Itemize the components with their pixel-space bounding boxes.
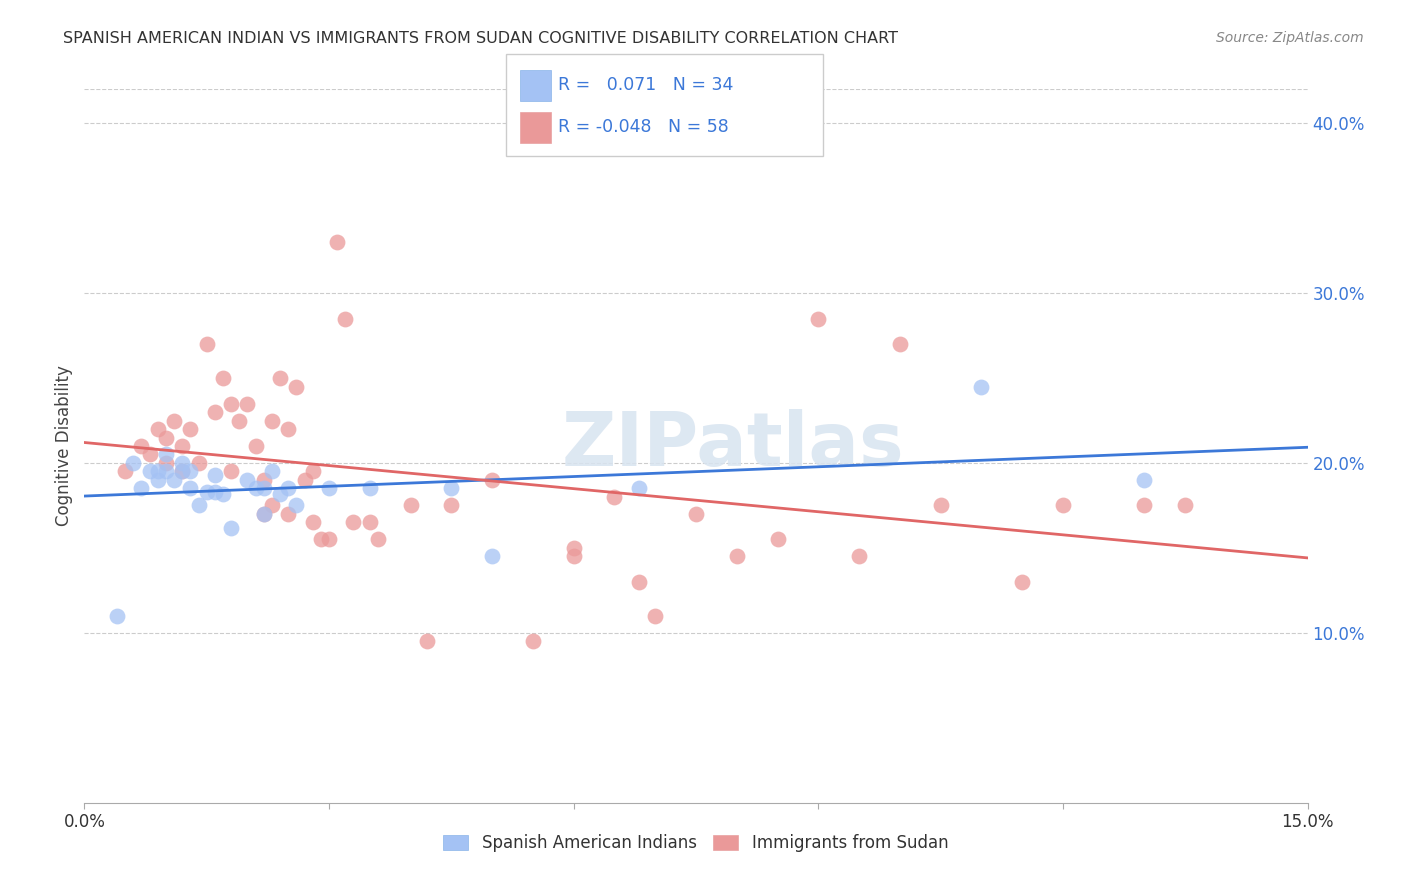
Point <box>929 499 952 513</box>
Point <box>204 467 226 482</box>
Point <box>146 473 169 487</box>
Point <box>236 396 259 410</box>
Point <box>970 379 993 393</box>
Point <box>245 482 267 496</box>
Point <box>644 608 666 623</box>
Point <box>399 499 422 513</box>
Point <box>131 482 153 496</box>
Point <box>309 533 332 547</box>
Point <box>219 465 242 479</box>
Point <box>253 507 276 521</box>
Text: R = -0.048   N = 58: R = -0.048 N = 58 <box>558 118 728 136</box>
Point <box>603 490 626 504</box>
Point <box>1174 499 1197 513</box>
Point <box>187 456 209 470</box>
Point <box>1052 499 1074 513</box>
Point <box>277 422 299 436</box>
Point <box>359 482 381 496</box>
Point <box>367 533 389 547</box>
Point <box>138 448 160 462</box>
Point <box>562 541 585 555</box>
Point <box>335 311 357 326</box>
Point <box>219 520 242 534</box>
Point <box>277 482 299 496</box>
Point <box>105 608 128 623</box>
Point <box>260 499 283 513</box>
Point <box>522 634 544 648</box>
Point <box>138 465 160 479</box>
Y-axis label: Cognitive Disability: Cognitive Disability <box>55 366 73 526</box>
Point <box>889 337 911 351</box>
Point <box>342 516 364 530</box>
Point <box>155 465 177 479</box>
Point <box>807 311 830 326</box>
Point <box>269 486 291 500</box>
Point <box>253 482 276 496</box>
Point <box>195 337 218 351</box>
Point <box>440 499 463 513</box>
Point <box>172 439 194 453</box>
Point <box>155 430 177 444</box>
Point <box>285 499 308 513</box>
Point <box>228 413 250 427</box>
Point <box>212 486 235 500</box>
Text: Source: ZipAtlas.com: Source: ZipAtlas.com <box>1216 31 1364 45</box>
Point <box>253 473 276 487</box>
Legend: Spanish American Indians, Immigrants from Sudan: Spanish American Indians, Immigrants fro… <box>437 828 955 859</box>
Point <box>301 465 323 479</box>
Point <box>172 456 194 470</box>
Point <box>245 439 267 453</box>
Point <box>481 473 503 487</box>
Point <box>172 465 194 479</box>
Point <box>269 371 291 385</box>
Point <box>725 549 748 564</box>
Point <box>260 465 283 479</box>
Point <box>848 549 870 564</box>
Point <box>440 482 463 496</box>
Point <box>114 465 136 479</box>
Point <box>294 473 316 487</box>
Point <box>172 465 194 479</box>
Point <box>1011 574 1033 589</box>
Point <box>236 473 259 487</box>
Point <box>122 456 145 470</box>
Point <box>179 465 201 479</box>
Point <box>627 482 650 496</box>
Point <box>155 456 177 470</box>
Point <box>212 371 235 385</box>
Point <box>187 499 209 513</box>
Point <box>766 533 789 547</box>
Point <box>1133 473 1156 487</box>
Point <box>204 484 226 499</box>
Point <box>685 507 707 521</box>
Point <box>318 482 340 496</box>
Point <box>146 422 169 436</box>
Point <box>285 379 308 393</box>
Point <box>253 507 276 521</box>
Text: ZIPatlas: ZIPatlas <box>561 409 904 483</box>
Point <box>481 549 503 564</box>
Point <box>260 413 283 427</box>
Point <box>562 549 585 564</box>
Point <box>301 516 323 530</box>
Point <box>416 634 439 648</box>
Point <box>163 413 186 427</box>
Point <box>627 574 650 589</box>
Point <box>318 533 340 547</box>
Point <box>179 482 201 496</box>
Point <box>155 448 177 462</box>
Point <box>163 473 186 487</box>
Point <box>326 235 349 249</box>
Point <box>131 439 153 453</box>
Text: SPANISH AMERICAN INDIAN VS IMMIGRANTS FROM SUDAN COGNITIVE DISABILITY CORRELATIO: SPANISH AMERICAN INDIAN VS IMMIGRANTS FR… <box>63 31 898 46</box>
Point <box>179 422 201 436</box>
Point <box>1133 499 1156 513</box>
Point <box>359 516 381 530</box>
Point <box>204 405 226 419</box>
Point <box>219 396 242 410</box>
Text: R =   0.071   N = 34: R = 0.071 N = 34 <box>558 76 734 95</box>
Point <box>146 465 169 479</box>
Point <box>195 484 218 499</box>
Point <box>277 507 299 521</box>
